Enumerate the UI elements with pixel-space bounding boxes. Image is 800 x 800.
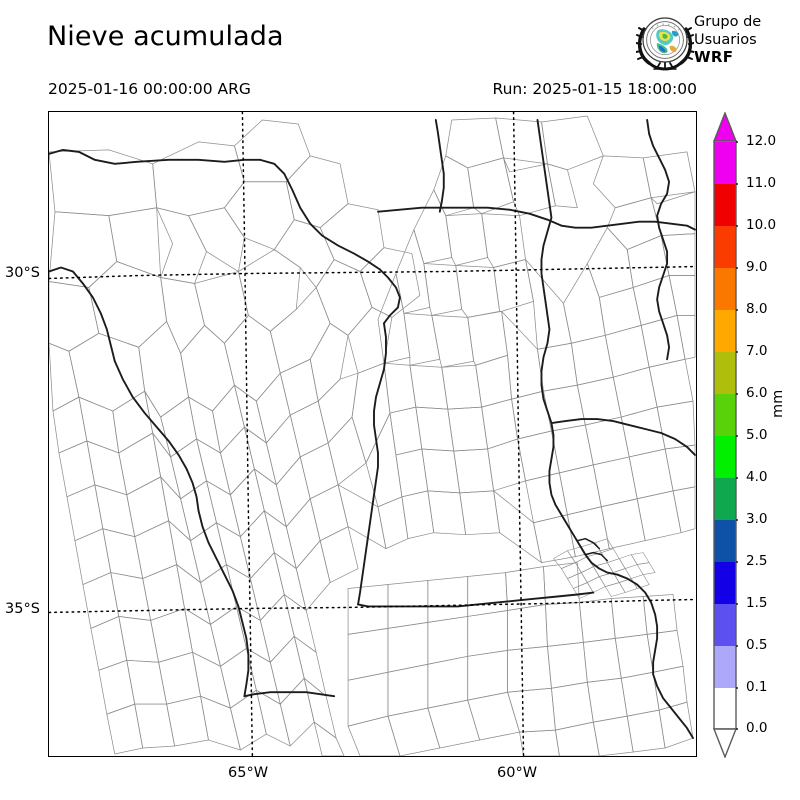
colorbar-over-arrow	[712, 112, 738, 142]
logo-line-1: Grupo de	[694, 14, 762, 30]
gridline-lon-60W	[512, 112, 525, 756]
colorbar-tick-4: 4.0	[746, 469, 768, 485]
colorbar-tick-1p5: 1.5	[746, 595, 768, 611]
logo-line-2: Usuarios	[694, 31, 757, 48]
map-background	[49, 112, 696, 756]
run-time-label: Run: 2025-01-15 18:00:00	[492, 80, 698, 98]
map-plot-area[interactable]	[48, 111, 697, 757]
gridline-lon-65W	[241, 112, 254, 756]
colorbar-tick-8: 8.0	[746, 301, 768, 317]
colorbar-tick-5: 5.0	[746, 427, 768, 443]
page-title: Nieve acumulada	[47, 21, 284, 52]
y-axis-tick-label-30S: 30°S	[5, 265, 40, 281]
colorbar-tick-6: 6.0	[746, 385, 768, 401]
colorbar-canvas	[712, 112, 738, 758]
colorbar-tick-9: 9.0	[746, 259, 768, 275]
globe-laurel-emblem-icon	[635, 13, 695, 71]
colorbar-bands	[714, 142, 736, 729]
colorbar-unit-label: mm	[770, 389, 786, 418]
colorbar-tick-3: 3.0	[746, 511, 768, 527]
colorbar-tick-0p1: 0.1	[746, 679, 768, 695]
map-canvas	[49, 112, 696, 756]
logo-text: Grupo de Usuarios WRF	[694, 14, 761, 67]
department-boundaries	[49, 115, 696, 756]
y-axis-tick-label-35S: 35°S	[5, 601, 40, 617]
logo-line-3: WRF	[694, 48, 734, 66]
colorbar-under-arrow	[712, 728, 738, 758]
colorbar-tick-0p5: 0.5	[746, 637, 768, 653]
colorbar-tick-0p0: 0.0	[746, 720, 768, 736]
colorbar-tick-2p5: 2.5	[746, 553, 768, 569]
province-boundaries	[49, 119, 696, 740]
gridlines	[49, 112, 696, 756]
x-axis-tick-label-65W: 65°W	[228, 765, 269, 781]
colorbar-tick-10: 10.0	[746, 217, 777, 233]
colorbar-tick-7: 7.0	[746, 343, 768, 359]
colorbar-tick-labels: 12.0 11.0 10.0 9.0 8.0 7.0 6.0 5.0 4.0 3…	[746, 112, 790, 758]
x-axis-tick-label-60W: 60°W	[497, 765, 538, 781]
valid-time-label: 2025-01-16 00:00:00 ARG	[48, 80, 251, 98]
wrf-user-group-logo: Grupo de Usuarios WRF	[635, 13, 796, 73]
colorbar[interactable]	[712, 112, 738, 758]
gridline-lat-35S	[49, 598, 696, 614]
colorbar-tick-12: 12.0	[746, 133, 777, 149]
colorbar-ticks	[736, 141, 738, 730]
colorbar-tick-11: 11.0	[746, 175, 777, 191]
gridline-lat-30S	[49, 265, 696, 280]
